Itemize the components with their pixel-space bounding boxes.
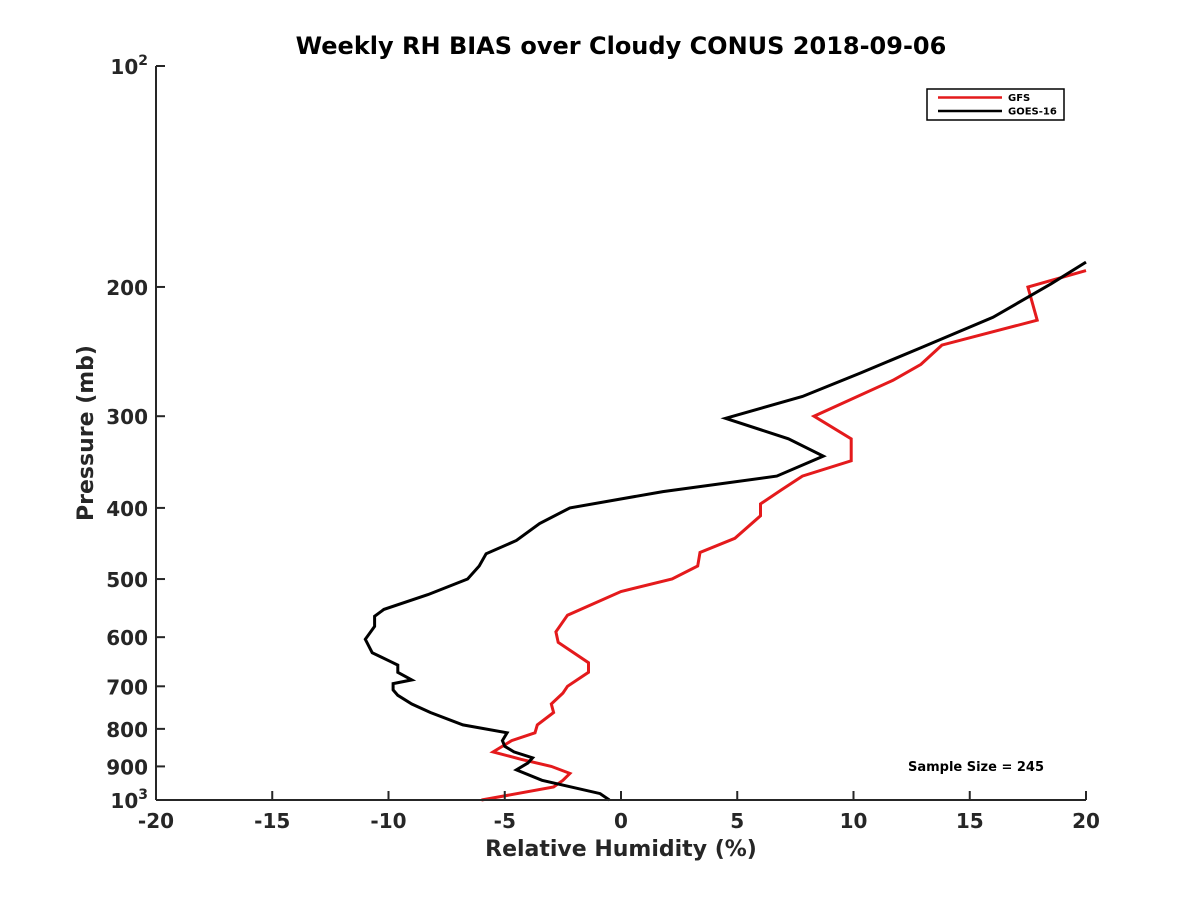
legend: GFS GOES-16	[926, 88, 1065, 121]
legend-label-goes-16: GOES-16	[1008, 107, 1057, 118]
x-axis-ticks: -20 -15 -10 -5 0 5 10 15 20	[138, 791, 1100, 833]
x-tick-label: -5	[494, 809, 516, 833]
sample-size-annotation: Sample Size = 245	[908, 760, 1044, 775]
x-tick-label: 15	[956, 809, 984, 833]
y-tick-label: 102	[110, 53, 148, 79]
y-tick-label: 800	[106, 718, 148, 742]
x-axis-label: Relative Humidity (%)	[485, 837, 757, 862]
chart-title: Weekly RH BIAS over Cloudy CONUS 2018-09…	[296, 32, 947, 60]
y-tick-label: 600	[106, 626, 148, 650]
x-tick-label: 20	[1072, 809, 1100, 833]
y-axis-ticks: 102 200 300 400 500 600 700 800 900 103	[106, 53, 165, 813]
legend-box	[926, 88, 1065, 121]
legend-label-gfs: GFS	[1008, 93, 1030, 104]
y-tick-label: 900	[106, 755, 148, 779]
x-tick-label: -10	[370, 809, 406, 833]
y-tick-label: 300	[106, 405, 148, 429]
x-tick-label: 0	[614, 809, 628, 833]
x-tick-label: -15	[254, 809, 290, 833]
y-tick-label: 700	[106, 675, 148, 699]
y-tick-label: 103	[110, 787, 148, 813]
y-tick-label: 200	[106, 276, 148, 300]
x-tick-label: 5	[730, 809, 744, 833]
series-line-gfs	[481, 269, 1087, 802]
series-line-goes-16	[363, 260, 1087, 802]
plot-area	[363, 260, 1087, 802]
y-tick-label: 500	[106, 568, 148, 592]
y-tick-label: 400	[106, 497, 148, 521]
x-tick-label: 10	[840, 809, 868, 833]
x-tick-label: -20	[138, 809, 174, 833]
y-axis-label: Pressure (mb)	[74, 345, 99, 521]
